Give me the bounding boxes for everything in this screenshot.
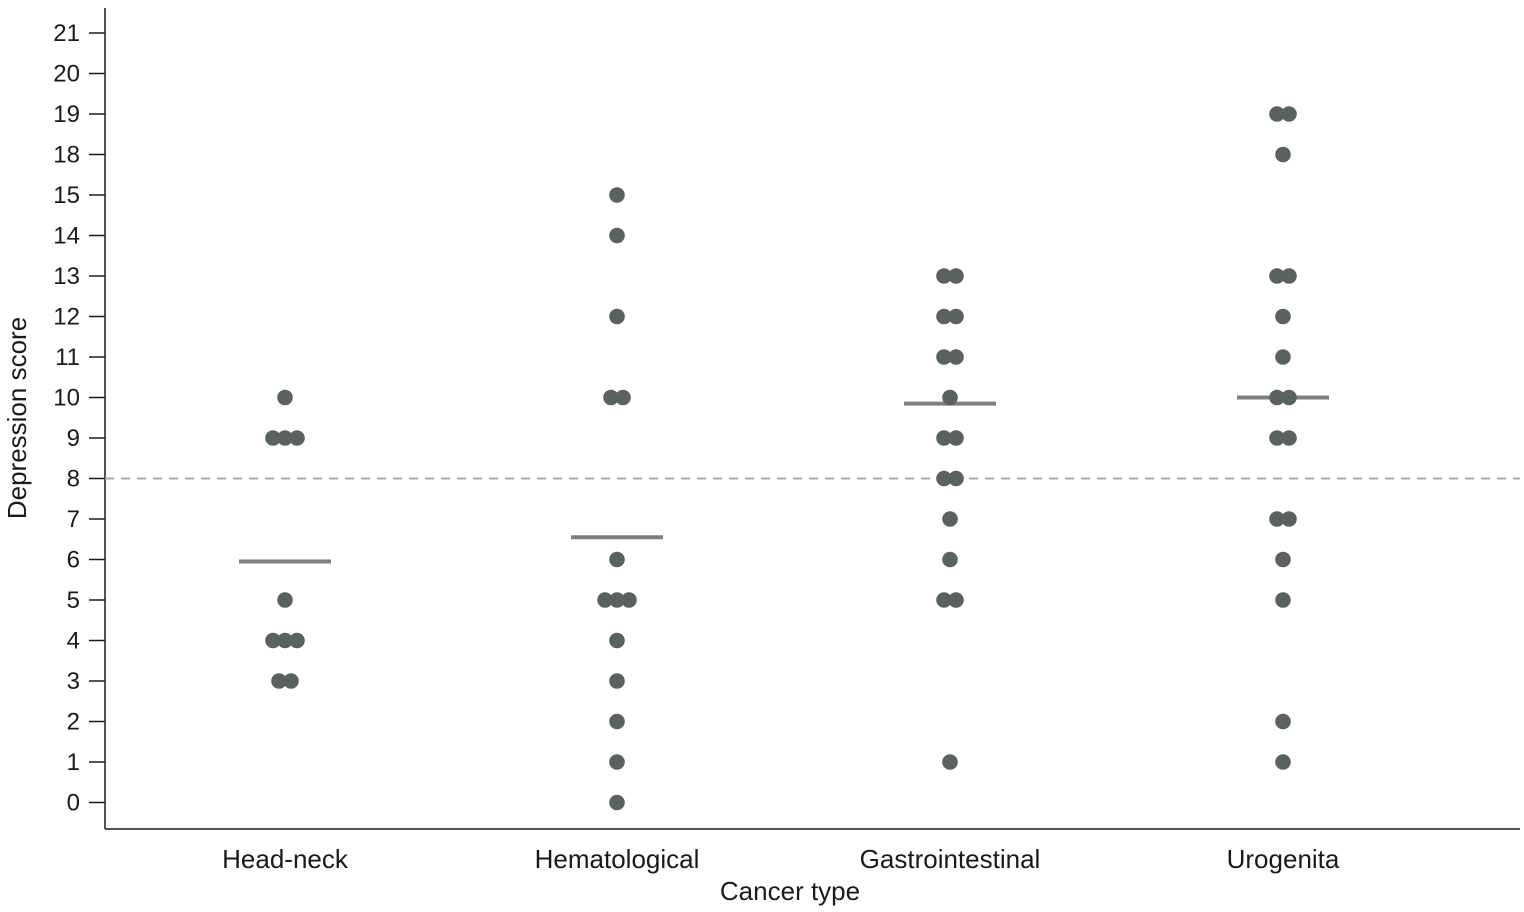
x-category-label: Hematological bbox=[535, 844, 700, 874]
y-tick-label: 11 bbox=[55, 344, 80, 371]
data-point bbox=[277, 592, 293, 608]
mean-lines bbox=[239, 398, 1329, 562]
data-point bbox=[289, 633, 305, 649]
data-point bbox=[1275, 592, 1291, 608]
data-point bbox=[948, 471, 964, 487]
y-tick-label: 5 bbox=[67, 587, 80, 614]
data-point bbox=[948, 430, 964, 446]
data-point bbox=[948, 309, 964, 325]
data-point bbox=[609, 228, 625, 244]
x-category-label: Gastrointestinal bbox=[860, 844, 1041, 874]
data-point bbox=[277, 390, 293, 406]
y-tick-label: 12 bbox=[53, 304, 80, 331]
x-axis-title: Cancer type bbox=[720, 876, 860, 906]
y-tick-label: 1 bbox=[67, 749, 80, 776]
data-point bbox=[1275, 552, 1291, 568]
y-tick-label: 6 bbox=[67, 547, 80, 574]
y-tick-label: 21 bbox=[53, 20, 80, 47]
data-point bbox=[1281, 268, 1297, 284]
data-point bbox=[615, 390, 631, 406]
data-point bbox=[1281, 390, 1297, 406]
data-point bbox=[1281, 430, 1297, 446]
y-tick-label: 20 bbox=[53, 61, 80, 88]
y-tick-label: 9 bbox=[67, 425, 80, 452]
data-point bbox=[942, 511, 958, 527]
data-point bbox=[609, 309, 625, 325]
data-point bbox=[1275, 147, 1291, 163]
x-category-label: Urogenita bbox=[1227, 844, 1340, 874]
data-points bbox=[265, 106, 1297, 810]
y-tick-label: 10 bbox=[53, 385, 80, 412]
data-point bbox=[609, 754, 625, 770]
x-category-label: Head-neck bbox=[222, 844, 349, 874]
chart: 012345678910111213141518192021 Head-neck… bbox=[0, 0, 1524, 912]
axes bbox=[105, 8, 1520, 829]
data-point bbox=[1281, 511, 1297, 527]
data-point bbox=[948, 592, 964, 608]
data-point bbox=[942, 754, 958, 770]
data-point bbox=[609, 795, 625, 811]
y-tick-label: 7 bbox=[67, 506, 80, 533]
data-point bbox=[1275, 754, 1291, 770]
data-point bbox=[1281, 106, 1297, 122]
data-point bbox=[1275, 349, 1291, 365]
y-tick-label: 3 bbox=[67, 668, 80, 695]
data-point bbox=[609, 673, 625, 689]
y-axis-title: Depression score bbox=[2, 317, 32, 519]
data-point bbox=[948, 268, 964, 284]
data-point bbox=[1275, 309, 1291, 325]
data-point bbox=[942, 552, 958, 568]
y-tick-label: 0 bbox=[67, 790, 80, 817]
data-point bbox=[609, 552, 625, 568]
y-tick-label: 2 bbox=[67, 709, 80, 736]
data-point bbox=[1275, 714, 1291, 730]
data-point bbox=[942, 390, 958, 406]
data-point bbox=[609, 187, 625, 203]
y-tick-label: 19 bbox=[53, 101, 80, 128]
x-category-labels: Head-neck Hematological Gastrointestinal Ur… bbox=[222, 844, 1340, 874]
data-point bbox=[609, 633, 625, 649]
data-point bbox=[948, 349, 964, 365]
y-tick-label: 18 bbox=[53, 142, 80, 169]
y-tick-label: 8 bbox=[67, 466, 80, 493]
y-tick-label: 13 bbox=[53, 263, 80, 290]
data-point bbox=[289, 430, 305, 446]
y-tick-label: 15 bbox=[53, 182, 80, 209]
data-point bbox=[621, 592, 637, 608]
y-tick-label: 4 bbox=[67, 628, 80, 655]
y-tick-label: 14 bbox=[53, 223, 80, 250]
data-point bbox=[283, 673, 299, 689]
data-point bbox=[609, 714, 625, 730]
